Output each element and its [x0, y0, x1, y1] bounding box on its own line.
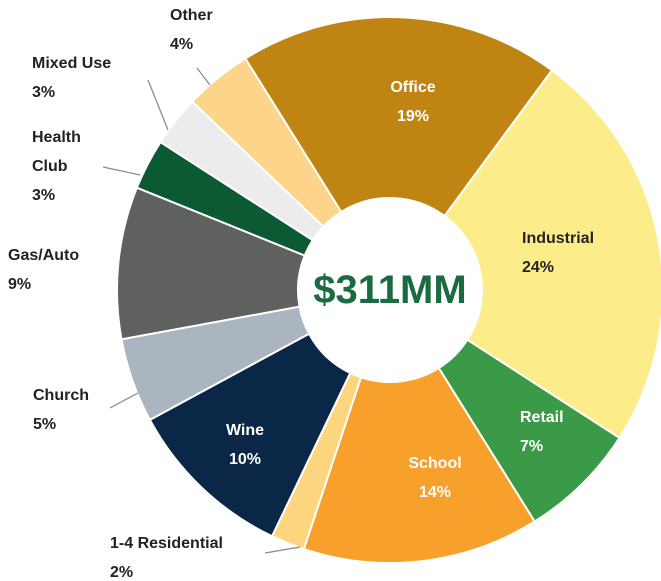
donut-hole [298, 198, 482, 382]
category-label: Church [33, 387, 89, 404]
value-label: 2% [110, 564, 134, 581]
category-label: Health Club [32, 129, 81, 175]
category-label: Wine [225, 422, 265, 439]
slice-label: Other 4% [170, 1, 250, 59]
slice-label: Health Club 3% [32, 123, 94, 210]
slice-label: 1-4 Residential 2% [110, 529, 270, 581]
category-label: School [408, 455, 462, 472]
category-label: Office [390, 79, 436, 96]
slice-label: Industrial 24% [522, 224, 642, 282]
slice-label: Wine 10% [195, 416, 295, 474]
category-label: Other [170, 7, 213, 24]
leader-line [264, 546, 301, 554]
value-label: 3% [32, 84, 56, 101]
category-label: Mixed Use [32, 55, 112, 72]
value-label: 9% [8, 276, 32, 293]
value-label: 5% [33, 416, 57, 433]
leader-line [102, 166, 141, 176]
leader-line [109, 392, 139, 409]
value-label: 19% [396, 108, 430, 125]
center-label: $311MM [313, 268, 467, 312]
value-label: 3% [32, 187, 56, 204]
value-label: 4% [170, 36, 194, 53]
value-label: 7% [520, 438, 544, 455]
category-label: 1-4 Residential [110, 535, 223, 552]
category-label: Retail [520, 409, 564, 426]
category-label: Industrial [522, 230, 595, 247]
slice-label: Gas/Auto 9% [8, 241, 108, 299]
slice-label: Mixed Use 3% [32, 49, 152, 107]
value-label: 14% [418, 484, 452, 501]
slice-label: Office 19% [363, 73, 463, 131]
value-label: 24% [522, 259, 555, 276]
slice-label: Church 5% [33, 381, 113, 439]
slice-label: School 14% [385, 449, 485, 507]
slice-label: Retail 7% [520, 403, 600, 461]
leader-line [196, 67, 211, 86]
value-label: 10% [228, 451, 262, 468]
leader-line [147, 79, 169, 131]
category-label: Gas/Auto [8, 247, 80, 264]
